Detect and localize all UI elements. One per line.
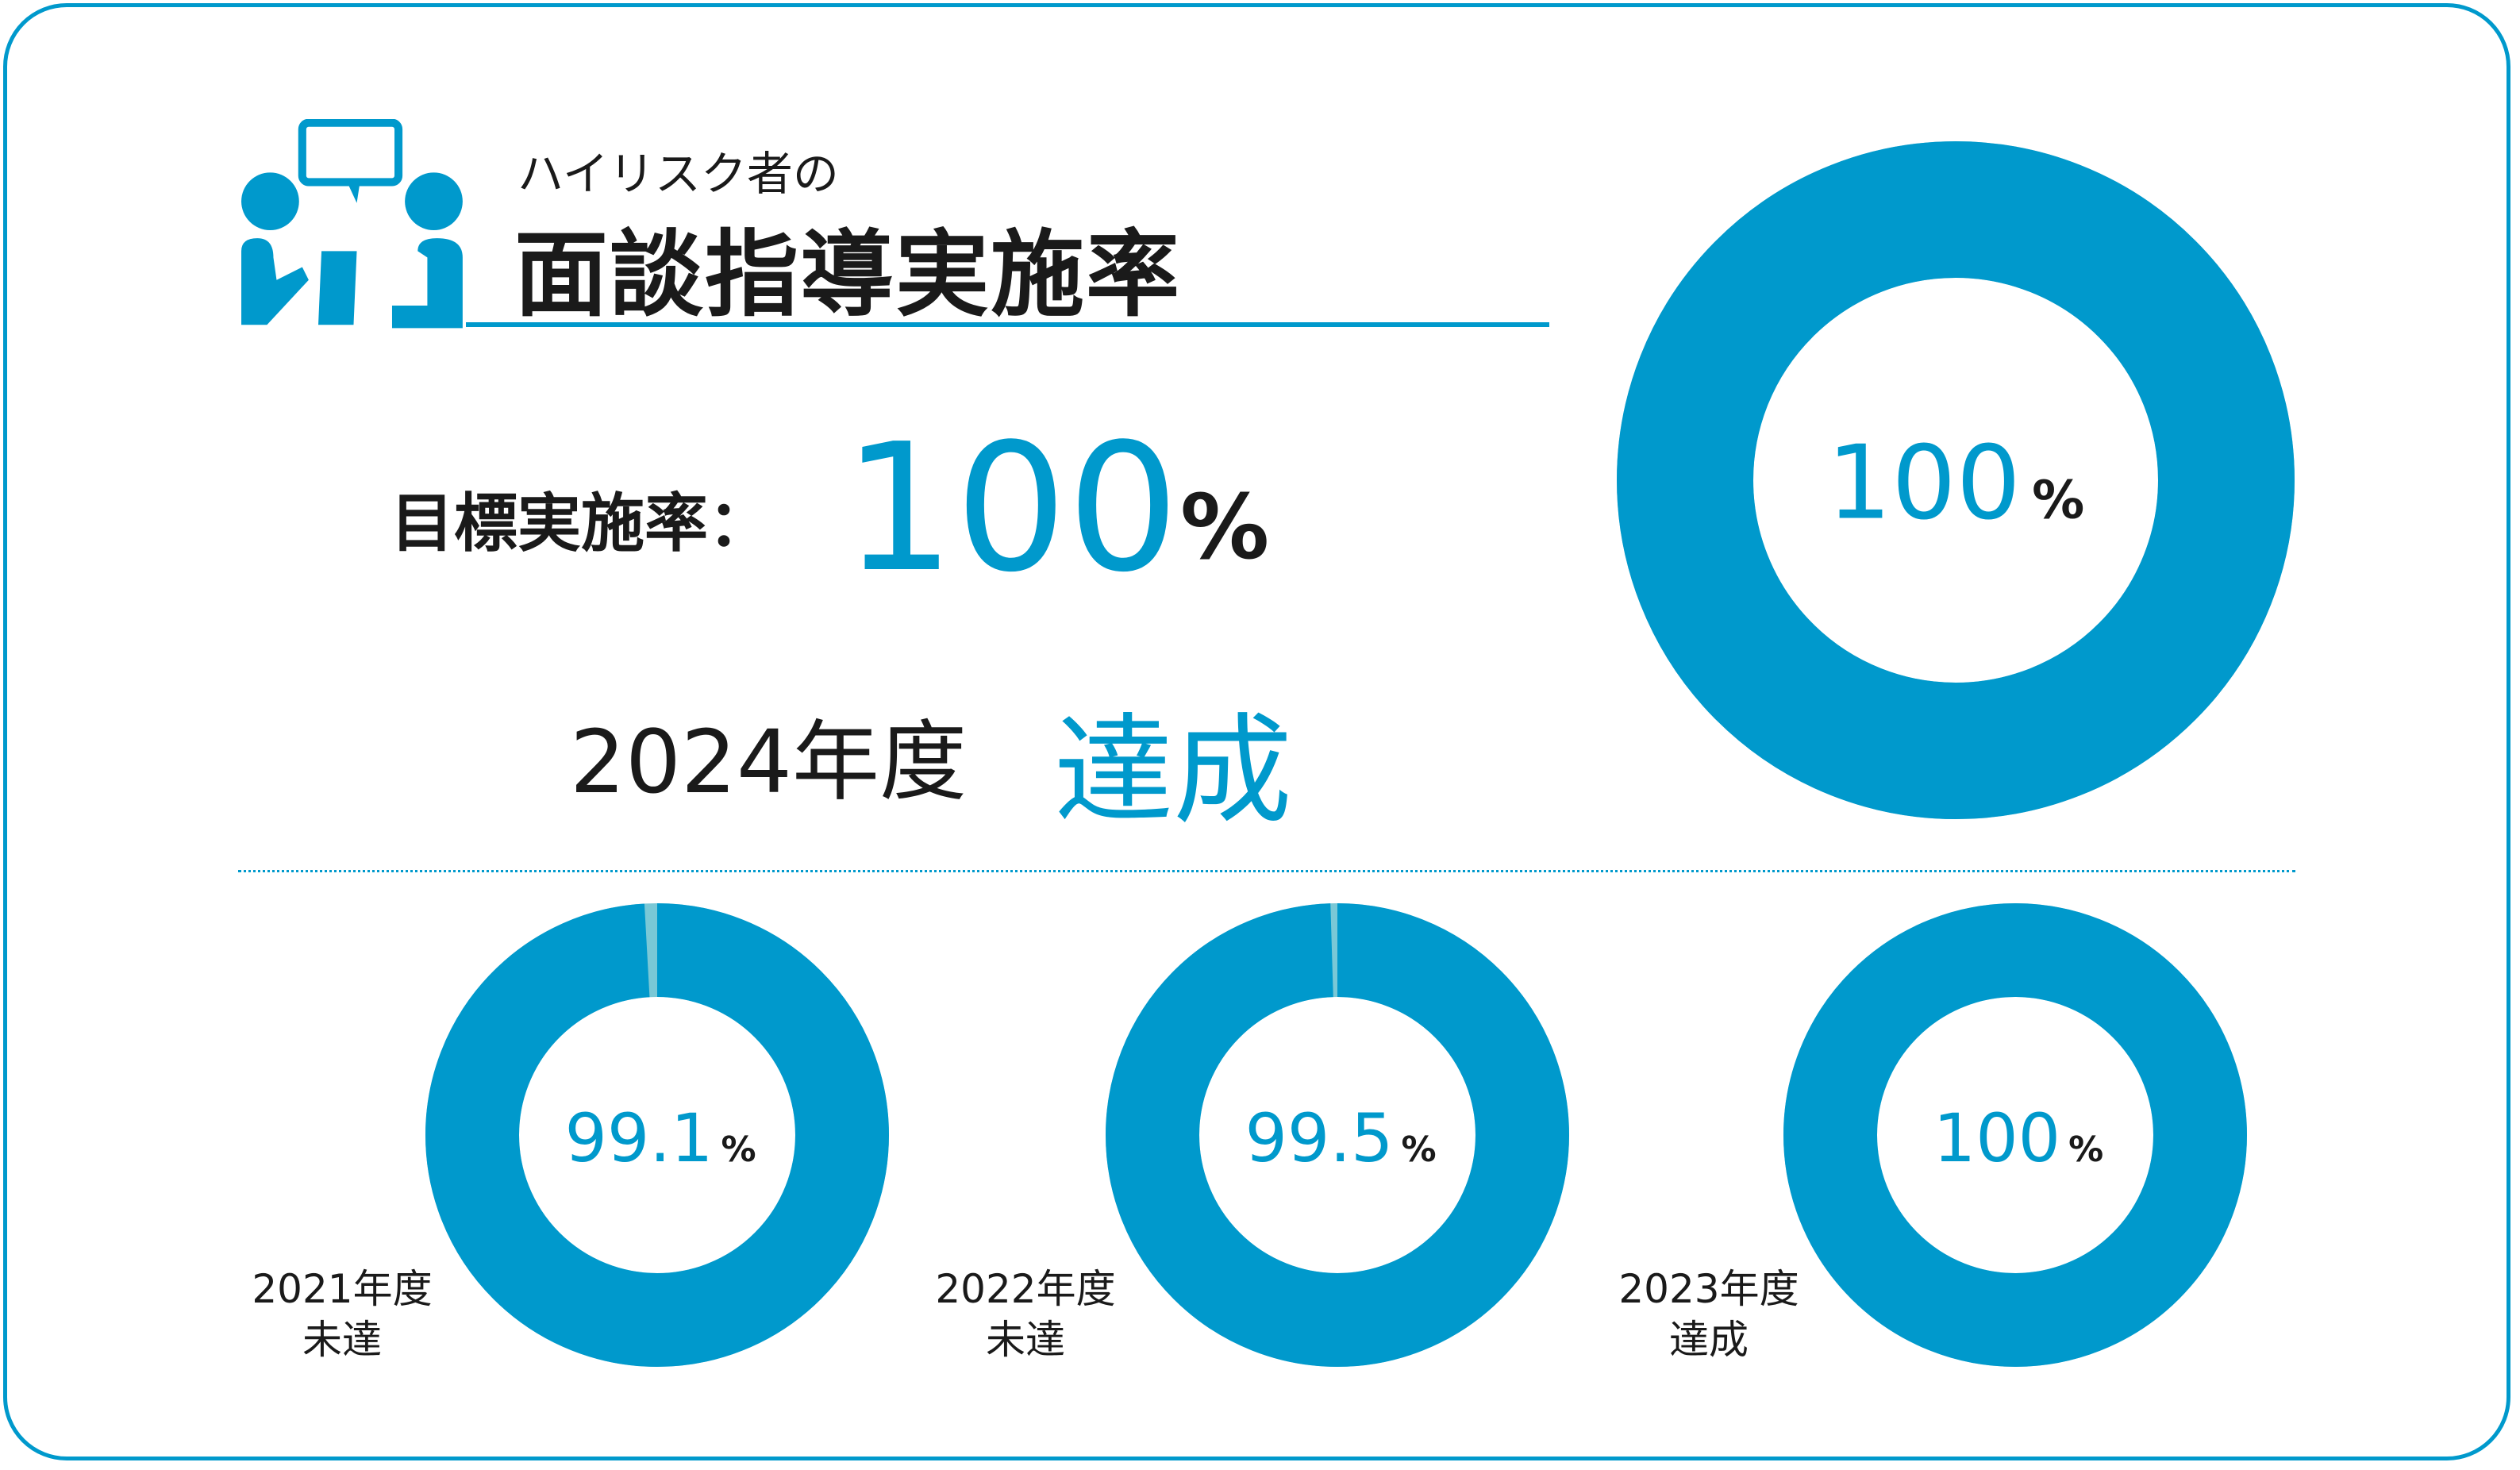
donut-center-value: 99.1% (564, 1099, 756, 1177)
donut-achieved-segment (1106, 903, 1569, 1367)
donut-value-label: 99.1 (564, 1099, 714, 1177)
donut-center-value: 100% (1933, 1099, 2103, 1177)
target-label: 目標実施率： (391, 487, 771, 560)
year-title: 2021年度 (252, 1266, 433, 1312)
year-status: 達成 (1669, 1317, 1749, 1363)
year-status: 未達 (302, 1317, 382, 1363)
donut-achieved-segment (1783, 903, 2247, 1367)
title-underline (466, 322, 1549, 327)
donut-value-label: 99.5 (1245, 1099, 1394, 1177)
year-title: 2023年度 (1618, 1266, 1799, 1312)
donut-achieved-segment (425, 903, 889, 1367)
donut-value-label: 100 (1826, 424, 2022, 543)
current-year-status: 達成 (1054, 702, 1293, 841)
interview-people-icon (241, 119, 463, 329)
target-unit: % (1180, 476, 1270, 579)
donut-unit-label: % (2068, 1129, 2104, 1170)
donut-year-label: 2023年度 達成 (1618, 1264, 1799, 1365)
donut-year-label: 2021年度 未達 (252, 1264, 432, 1365)
donut-achieved-segment (1617, 141, 2295, 819)
donut-center-value: 100% (1827, 425, 2084, 543)
subtitle: ハイリスク者の (517, 147, 839, 201)
donut-year-label: 2022年度 未達 (935, 1264, 1115, 1365)
dotted-divider (238, 870, 2295, 872)
donut-unit-label: % (2032, 469, 2085, 531)
target-value: 100 (843, 406, 1179, 611)
current-year-label: 2024年度 (570, 711, 967, 813)
donut-unit-label: % (1401, 1129, 1437, 1170)
year-title: 2022年度 (935, 1266, 1116, 1312)
page-title: 面談指導実施率 (514, 220, 1182, 329)
year-status: 未達 (986, 1317, 1065, 1363)
card-frame (3, 3, 2510, 1460)
donut-center-value: 99.5% (1245, 1099, 1436, 1177)
donut-value-label: 100 (1933, 1099, 2061, 1177)
donut-unit-label: % (721, 1129, 756, 1170)
